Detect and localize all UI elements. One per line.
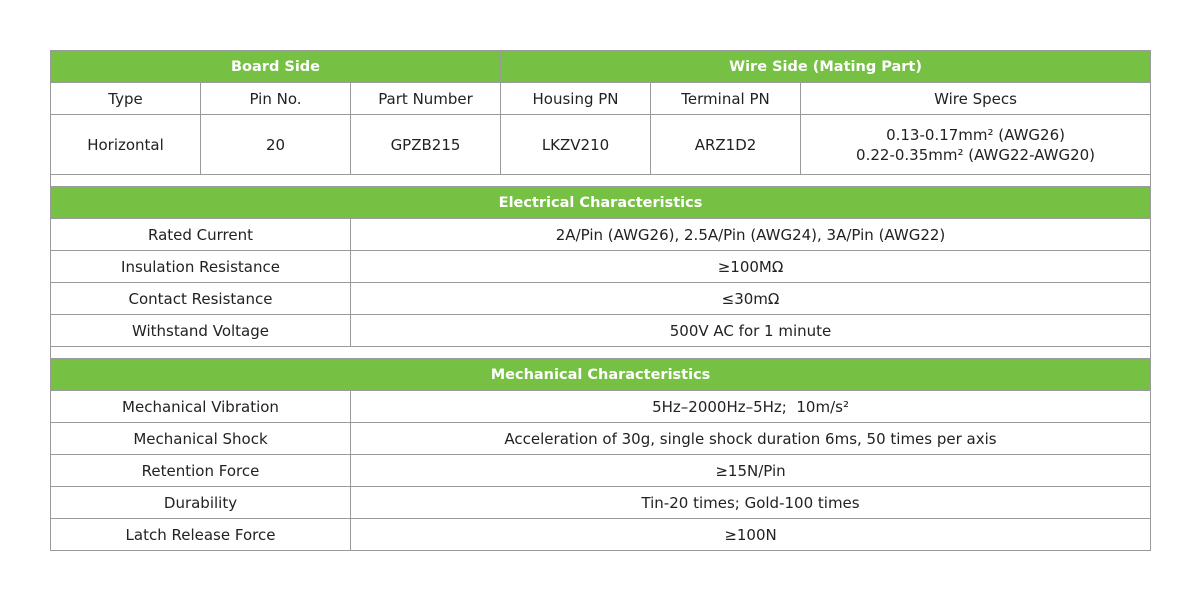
row-label: Mechanical Shock [50,422,351,455]
table-row: Rated Current 2A/Pin (AWG26), 2.5A/Pin (A… [50,218,1152,251]
spacer-row [49,346,1152,359]
row-value: ≥100N [349,518,1152,551]
table-row: Mechanical Vibration 5Hz–2000Hz–5Hz; 10m/… [50,390,1152,423]
row-value: ≥100MΩ [349,250,1152,283]
column-header: Housing PN [500,82,652,115]
table-row: Contact Resistance ≤30mΩ [50,282,1152,315]
table-row: Durability Tin-20 times; Gold-100 times [50,486,1152,519]
wire-spec-line: 0.13-0.17mm² (AWG26) [886,125,1065,144]
row-label: Retention Force [50,454,351,487]
mechanical-title: Mechanical Characteristics [49,358,1152,391]
terminal-pn-cell: ARZ1D2 [650,114,802,175]
spacer-row [49,174,1152,187]
product-row: Horizontal 20 GPZB215 LKZV210 ARZ1D2 0.1… [50,114,1152,175]
column-header: Pin No. [200,82,351,115]
mechanical-header-row: Mechanical Characteristics [49,358,1152,391]
row-label: Durability [50,486,351,519]
table-row: Withstand Voltage 500V AC for 1 minute [50,314,1152,347]
row-value: Tin-20 times; Gold-100 times [349,486,1152,519]
board-side-header: Board Side [49,50,502,83]
type-cell: Horizontal [50,114,201,175]
pin-no-cell: 20 [200,114,351,175]
column-header: Wire Specs [800,82,1152,115]
row-label: Mechanical Vibration [50,390,351,423]
table-row: Insulation Resistance ≥100MΩ [50,250,1152,283]
wire-specs-cell: 0.13-0.17mm² (AWG26) 0.22-0.35mm² (AWG22… [800,114,1152,175]
row-value: ≥15N/Pin [349,454,1152,487]
section-header-row: Board Side Wire Side (Mating Part) [49,50,1152,83]
column-header: Part Number [349,82,502,115]
column-header-row: Type Pin No. Part Number Housing PN Term… [50,82,1152,115]
part-number-cell: GPZB215 [349,114,502,175]
row-value: Acceleration of 30g, single shock durati… [349,422,1152,455]
row-label: Insulation Resistance [50,250,351,283]
table-row: Mechanical Shock Acceleration of 30g, sin… [50,422,1152,455]
row-label: Withstand Voltage [50,314,351,347]
row-value: 2A/Pin (AWG26), 2.5A/Pin (AWG24), 3A/Pin… [349,218,1152,251]
electrical-title: Electrical Characteristics [49,186,1152,219]
row-label: Contact Resistance [50,282,351,315]
row-value: 500V AC for 1 minute [349,314,1152,347]
table-row: Retention Force ≥15N/Pin [50,454,1152,487]
electrical-header-row: Electrical Characteristics [49,186,1152,219]
spec-table: Board Side Wire Side (Mating Part) Type … [49,50,1152,551]
wire-spec-line: 0.22-0.35mm² (AWG22-AWG20) [856,145,1096,164]
column-header: Terminal PN [650,82,802,115]
housing-pn-cell: LKZV210 [500,114,652,175]
row-value: ≤30mΩ [349,282,1152,315]
row-label: Latch Release Force [50,518,351,551]
column-header: Type [50,82,201,115]
table-row: Latch Release Force ≥100N [50,518,1152,551]
row-value: 5Hz–2000Hz–5Hz; 10m/s² [349,390,1152,423]
row-label: Rated Current [50,218,351,251]
wire-side-header: Wire Side (Mating Part) [500,50,1152,83]
